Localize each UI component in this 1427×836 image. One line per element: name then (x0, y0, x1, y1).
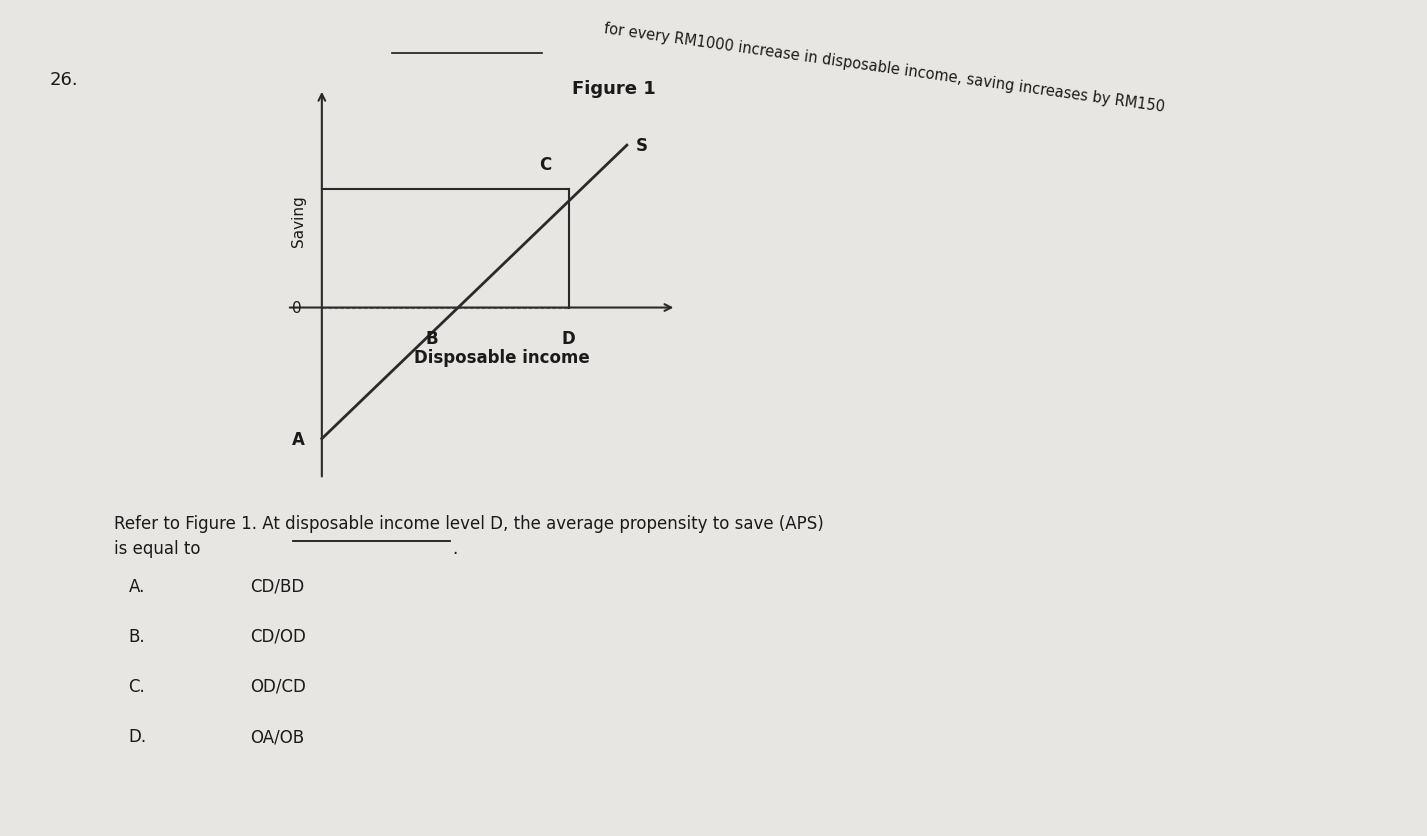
Text: D.: D. (128, 727, 147, 746)
Text: C.: C. (128, 677, 146, 696)
Text: Saving: Saving (291, 195, 307, 247)
Text: CD/OD: CD/OD (250, 627, 305, 645)
Text: OD/CD: OD/CD (250, 677, 305, 696)
Text: OA/OB: OA/OB (250, 727, 304, 746)
Text: is equal to: is equal to (114, 539, 201, 558)
Text: CD/BD: CD/BD (250, 577, 304, 595)
Text: S: S (635, 137, 648, 155)
Text: 0: 0 (293, 301, 301, 316)
Text: B.: B. (128, 627, 146, 645)
Text: Figure 1: Figure 1 (572, 79, 655, 98)
Text: .: . (452, 539, 458, 558)
Text: Refer to Figure 1. At disposable income level D, the average propensity to save : Refer to Figure 1. At disposable income … (114, 514, 823, 533)
Text: A.: A. (128, 577, 144, 595)
Text: for every RM1000 increase in disposable income, saving increases by RM150: for every RM1000 increase in disposable … (604, 21, 1166, 115)
Text: Disposable income: Disposable income (414, 349, 589, 367)
Text: A: A (291, 431, 304, 448)
Text: C: C (539, 156, 552, 174)
Text: 26.: 26. (50, 71, 78, 89)
Text: B: B (425, 330, 438, 348)
Text: D: D (562, 330, 575, 348)
